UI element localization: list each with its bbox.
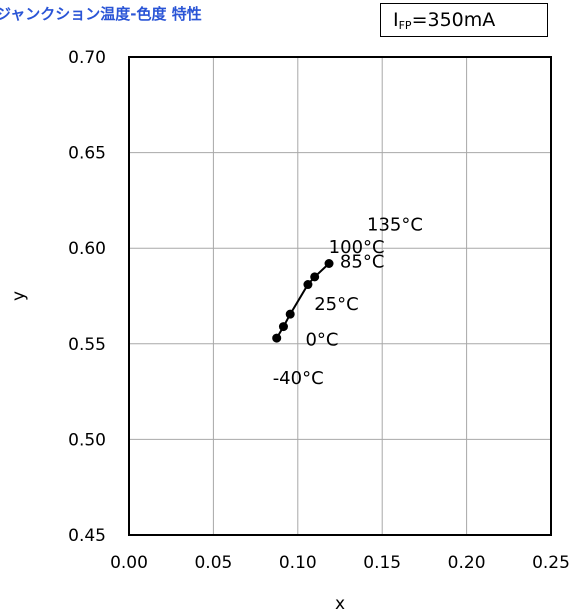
- y-tick-label: 0.60: [68, 239, 106, 259]
- point-label: 135°C: [367, 214, 423, 235]
- condition-symbol: I: [393, 9, 399, 31]
- grid: [129, 57, 551, 535]
- point-label: 85°C: [340, 252, 384, 273]
- data-point: [278, 322, 288, 332]
- condition-value: =350mA: [411, 9, 496, 31]
- condition-label: IFP=350mA: [380, 3, 548, 37]
- x-tick-label: 0.20: [448, 553, 486, 573]
- data-point: [285, 309, 295, 319]
- y-axis-label: y: [9, 291, 29, 301]
- tick-labels: 0.00 0.05 0.10 0.15 0.20 0.25 0.45 0.50 0.55 0.60…: [68, 48, 570, 573]
- x-tick-label: 0.25: [532, 553, 570, 573]
- point-label: 25°C: [314, 294, 358, 315]
- condition-subscript: FP: [398, 19, 412, 32]
- data-point: [272, 333, 282, 343]
- data-point: [303, 280, 313, 290]
- data-point: [324, 258, 334, 268]
- y-tick-label: 0.55: [68, 335, 106, 355]
- chart-title: ジャンクション温度-色度 特性: [0, 5, 202, 23]
- x-axis-label: x: [335, 594, 345, 613]
- data-series: [272, 258, 334, 343]
- x-tick-label: 0.15: [363, 553, 401, 573]
- y-tick-label: 0.70: [68, 48, 106, 68]
- point-label: 100°C: [329, 237, 385, 258]
- point-label: -40°C: [273, 368, 324, 389]
- data-point: [310, 272, 320, 282]
- x-tick-label: 0.00: [110, 553, 148, 573]
- x-tick-label: 0.05: [194, 553, 232, 573]
- y-tick-label: 0.50: [68, 430, 106, 450]
- x-tick-label: 0.10: [279, 553, 317, 573]
- y-tick-label: 0.45: [68, 526, 106, 546]
- point-label: 0°C: [305, 330, 338, 351]
- plot-frame: [128, 56, 552, 536]
- y-tick-label: 0.65: [68, 144, 106, 164]
